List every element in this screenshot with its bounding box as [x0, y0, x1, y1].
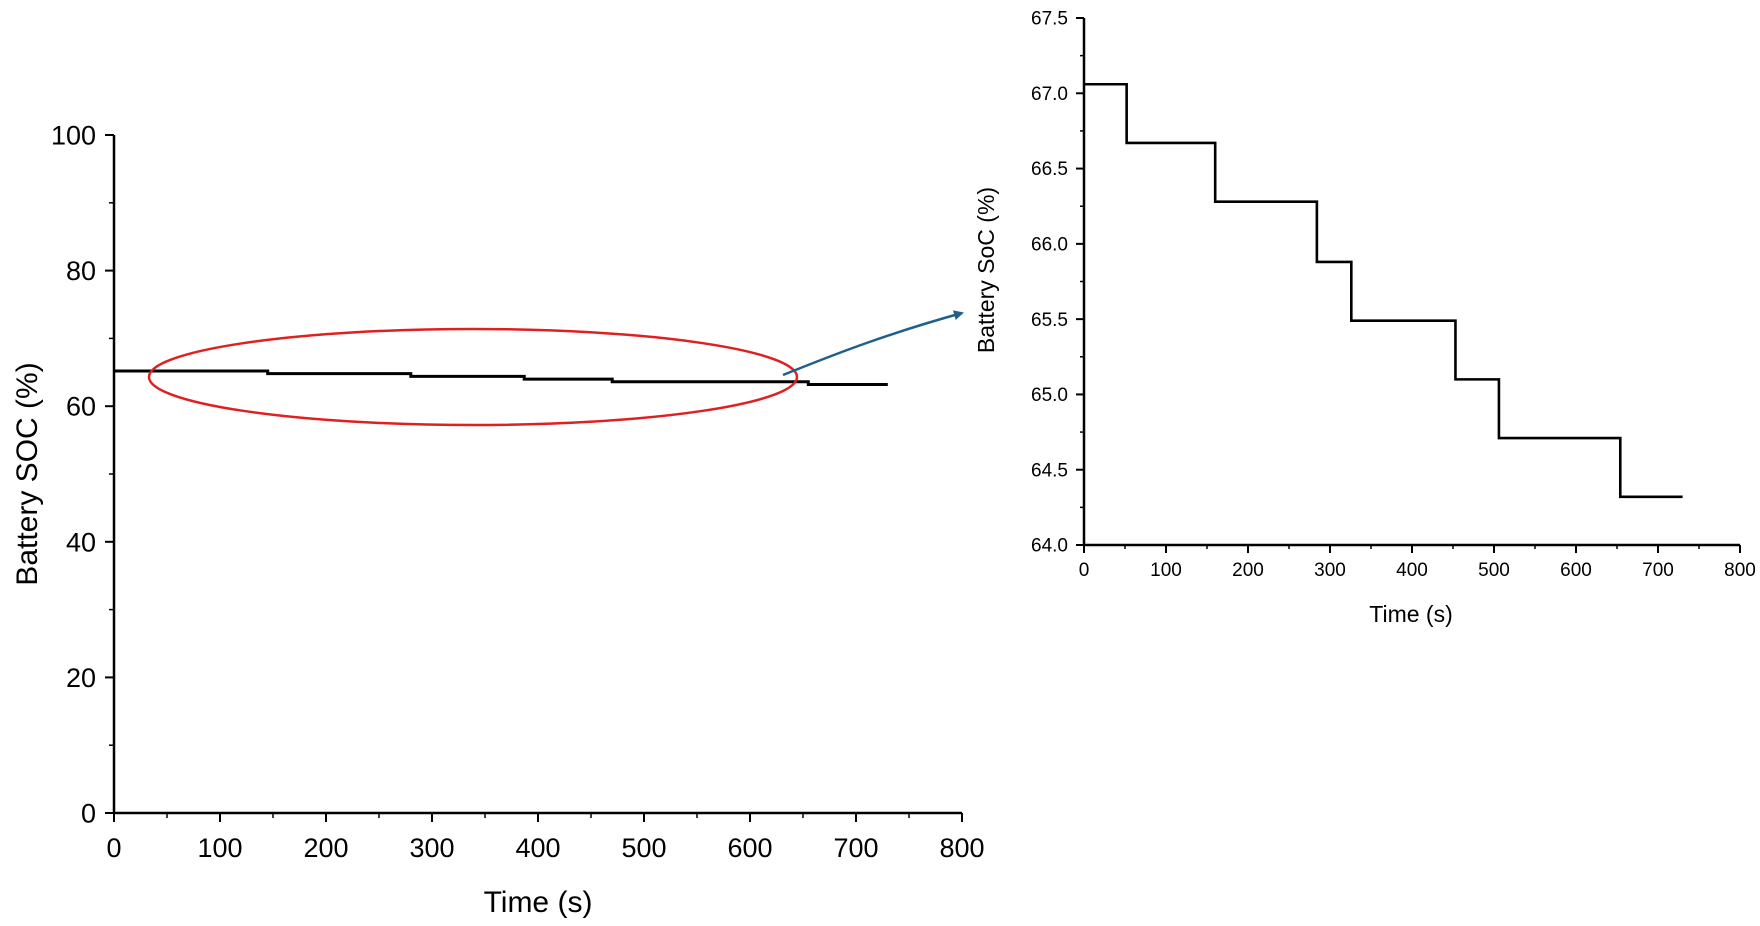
zoom-chart-y-tick-label: 64.5 [1031, 460, 1068, 481]
zoom-chart-ticks [1076, 17, 1741, 553]
main-chart-x-tick-label: 800 [939, 833, 984, 863]
main-chart-x-tick-label: 0 [106, 833, 121, 863]
zoom-chart-x-tick-label: 300 [1314, 560, 1346, 581]
zoom-highlight-ellipse [147, 327, 799, 427]
main-chart-y-tick-label: 80 [66, 256, 96, 286]
zoom-chart-x-axis-label: Time (s) [1369, 601, 1452, 627]
zoom-chart-x-tick-labels: 0 100 200 300 400 500 600 700 800 [1079, 560, 1756, 581]
main-chart-x-axis-label: Time (s) [484, 886, 593, 919]
zoom-chart-y-tick-label: 66.0 [1031, 235, 1068, 256]
main-chart-soc-step-line [114, 369, 888, 387]
main-chart-y-tick-label: 20 [66, 663, 96, 693]
zoom-chart-x-tick-label: 400 [1396, 560, 1428, 581]
main-chart-x-tick-label: 400 [515, 833, 560, 863]
zoom-chart-x-tick-label: 600 [1560, 560, 1592, 581]
main-chart-x-tick-label: 600 [727, 833, 772, 863]
zoom-chart: 0 100 200 300 400 500 600 700 800 64.0 64.5 65.0 65… [973, 9, 1756, 627]
zoom-chart-y-tick-labels: 64.0 64.5 65.0 65.5 66.0 66.5 67.0 67.5 [1031, 9, 1068, 557]
main-chart-x-tick-label: 700 [833, 833, 878, 863]
main-chart-y-tick-label: 40 [66, 527, 96, 557]
main-chart-x-tick-label: 300 [409, 833, 454, 863]
zoom-chart-x-tick-label: 200 [1232, 560, 1264, 581]
zoom-arrow [782, 310, 964, 377]
zoom-chart-y-tick-label: 67.5 [1031, 9, 1068, 30]
main-chart-ticks [105, 134, 963, 822]
zoom-chart-y-tick-label: 64.0 [1031, 536, 1068, 557]
zoom-chart-x-tick-label: 100 [1150, 560, 1182, 581]
zoom-chart-x-tick-label: 0 [1079, 560, 1090, 581]
main-chart-x-tick-labels: 0 100 200 300 400 500 600 700 800 [106, 833, 984, 863]
zoom-chart-series [1084, 82, 1683, 499]
main-chart: 0 100 200 300 400 500 600 700 800 0 20 40 60 80 100 T… [11, 120, 985, 919]
zoom-chart-soc-step-line [1084, 82, 1683, 499]
zoom-chart-y-tick-label: 65.0 [1031, 385, 1068, 406]
zoom-chart-y-axis-label: Battery SoC (%) [973, 187, 999, 353]
main-chart-series [114, 369, 888, 387]
main-chart-y-axis-label: Battery SOC (%) [11, 362, 44, 585]
zoom-chart-x-tick-label: 500 [1478, 560, 1510, 581]
zoom-chart-y-tick-label: 66.5 [1031, 159, 1068, 180]
zoom-chart-x-tick-label: 800 [1724, 560, 1756, 581]
main-chart-y-tick-label: 100 [51, 120, 96, 150]
main-chart-y-tick-label: 0 [81, 798, 96, 828]
zoom-chart-x-tick-label: 700 [1642, 560, 1674, 581]
main-chart-x-tick-label: 100 [197, 833, 242, 863]
main-chart-y-tick-labels: 0 20 40 60 80 100 [51, 120, 96, 828]
main-chart-y-tick-label: 60 [66, 392, 96, 422]
main-chart-x-tick-label: 500 [621, 833, 666, 863]
zoom-chart-y-tick-label: 65.5 [1031, 310, 1068, 331]
main-chart-x-tick-label: 200 [303, 833, 348, 863]
zoom-chart-y-tick-label: 67.0 [1031, 84, 1068, 105]
